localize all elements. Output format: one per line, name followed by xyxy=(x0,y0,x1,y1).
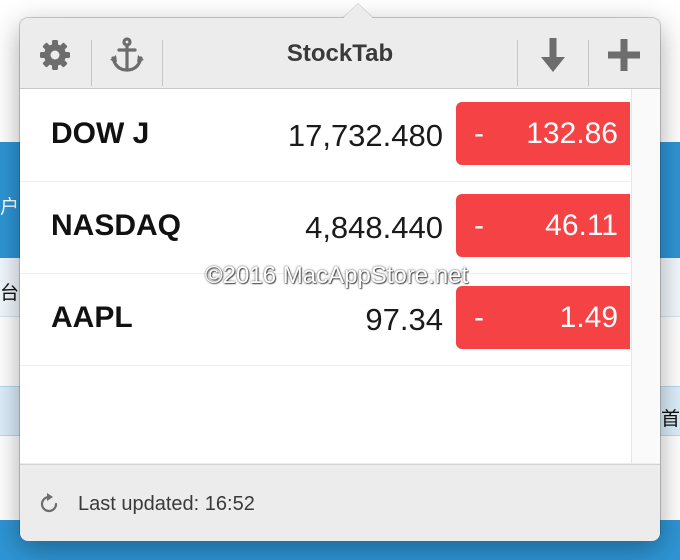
popover-arrow xyxy=(342,4,374,19)
stock-row[interactable]: NASDAQ 4,848.440 - 46.11 xyxy=(20,181,630,274)
stock-symbol: AAPL xyxy=(51,301,133,334)
stock-price: 17,732.480 xyxy=(287,118,443,153)
anchor-icon xyxy=(110,37,144,72)
settings-button[interactable] xyxy=(20,32,90,78)
watermark: ©2016 MacAppStore.net xyxy=(205,262,469,289)
gear-icon xyxy=(40,40,70,70)
stock-symbol: DOW J xyxy=(51,117,150,150)
stock-row[interactable]: DOW J 17,732.480 - 132.86 xyxy=(20,89,630,182)
toolbar: StockTab xyxy=(20,18,660,89)
add-button[interactable] xyxy=(589,32,659,78)
toolbar-separator xyxy=(162,40,163,86)
change-value: 46.11 xyxy=(545,208,618,242)
background-text: 台 xyxy=(0,282,20,304)
refresh-icon[interactable] xyxy=(37,492,61,516)
download-button[interactable] xyxy=(518,32,588,78)
stock-change-badge[interactable]: - 132.86 xyxy=(456,102,630,165)
change-sign: - xyxy=(474,116,484,150)
stocktab-popover: StockTab DOW J 17,732.480 - 132.86 N xyxy=(20,4,660,541)
app-title: StockTab xyxy=(286,40,394,67)
toolbar-separator xyxy=(517,40,518,86)
last-updated-label: Last updated: 16:52 xyxy=(78,493,255,515)
arrow-down-icon xyxy=(541,38,565,72)
stock-change-badge[interactable]: - 46.11 xyxy=(456,194,630,257)
background-text: 户 xyxy=(0,196,20,218)
background-text: 首 xyxy=(661,408,680,430)
toolbar-separator xyxy=(91,40,92,86)
footer: Last updated: 16:52 xyxy=(20,464,660,541)
anchor-button[interactable] xyxy=(92,32,162,78)
change-value: 1.49 xyxy=(559,300,618,334)
change-sign: - xyxy=(474,300,484,334)
stock-row[interactable]: AAPL 97.34 - 1.49 xyxy=(20,273,630,366)
stock-list: DOW J 17,732.480 - 132.86 NASDAQ 4,848.4… xyxy=(20,89,660,463)
stock-price: 97.34 xyxy=(365,302,443,337)
stock-symbol: NASDAQ xyxy=(51,209,182,242)
scrollbar-track[interactable] xyxy=(631,89,660,463)
stock-price: 4,848.440 xyxy=(305,210,443,245)
stock-change-badge[interactable]: - 1.49 xyxy=(456,286,630,349)
change-sign: - xyxy=(474,208,484,242)
plus-icon xyxy=(608,39,640,71)
toolbar-separator xyxy=(588,40,589,86)
change-value: 132.86 xyxy=(526,116,618,150)
